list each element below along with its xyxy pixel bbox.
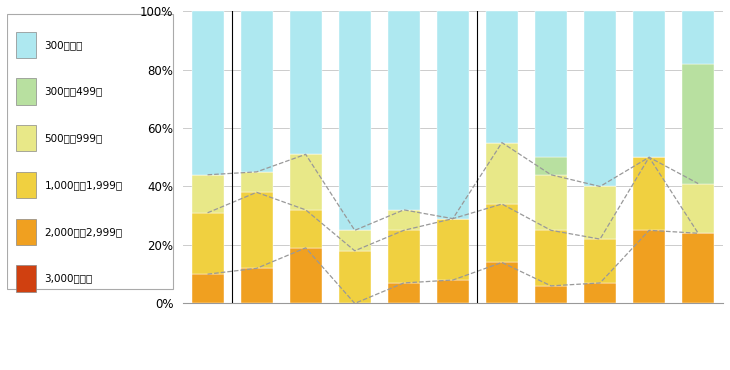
FancyBboxPatch shape	[16, 265, 36, 292]
Text: 300円～499円: 300円～499円	[45, 87, 103, 97]
Bar	[633, 230, 665, 303]
Bar	[486, 11, 518, 142]
Bar	[437, 219, 469, 280]
Bar	[388, 283, 420, 303]
FancyBboxPatch shape	[16, 78, 36, 105]
Bar	[339, 11, 371, 230]
Bar	[683, 64, 714, 184]
Bar	[535, 175, 567, 230]
Text: 1,000円～1,999円: 1,000円～1,999円	[45, 180, 123, 190]
Bar	[388, 210, 420, 230]
FancyBboxPatch shape	[16, 125, 36, 151]
Bar	[584, 239, 616, 283]
Bar	[535, 286, 567, 303]
Bar	[191, 11, 223, 175]
Text: 2,000円～2,999円: 2,000円～2,999円	[45, 227, 123, 237]
Bar	[683, 11, 714, 64]
Bar	[191, 175, 223, 213]
Bar	[584, 186, 616, 239]
FancyBboxPatch shape	[16, 219, 36, 245]
Bar	[584, 11, 616, 186]
Bar	[535, 11, 567, 157]
Text: 3,000円以上: 3,000円以上	[45, 273, 93, 283]
Bar	[191, 274, 223, 303]
FancyBboxPatch shape	[7, 14, 172, 289]
Bar	[584, 283, 616, 303]
Bar	[241, 172, 272, 192]
Bar	[241, 268, 272, 303]
Text: 500円～999円: 500円～999円	[45, 133, 103, 143]
Bar	[388, 11, 420, 210]
Bar	[290, 248, 322, 303]
Bar	[191, 213, 223, 274]
Bar	[290, 210, 322, 248]
Bar	[535, 157, 567, 175]
Bar	[339, 230, 371, 251]
Bar	[633, 11, 665, 157]
Bar	[339, 251, 371, 303]
FancyBboxPatch shape	[16, 31, 36, 58]
Bar	[633, 157, 665, 230]
Bar	[388, 230, 420, 283]
Bar	[241, 11, 272, 172]
Bar	[290, 11, 322, 154]
Bar	[486, 204, 518, 262]
Bar	[290, 154, 322, 210]
Bar	[486, 143, 518, 204]
Bar	[683, 184, 714, 233]
Bar	[437, 280, 469, 303]
Bar	[486, 262, 518, 303]
FancyBboxPatch shape	[16, 172, 36, 198]
Bar	[437, 11, 469, 219]
Bar	[683, 233, 714, 303]
Bar	[535, 230, 567, 286]
Bar	[241, 192, 272, 268]
Text: 300円未満: 300円未満	[45, 40, 82, 50]
